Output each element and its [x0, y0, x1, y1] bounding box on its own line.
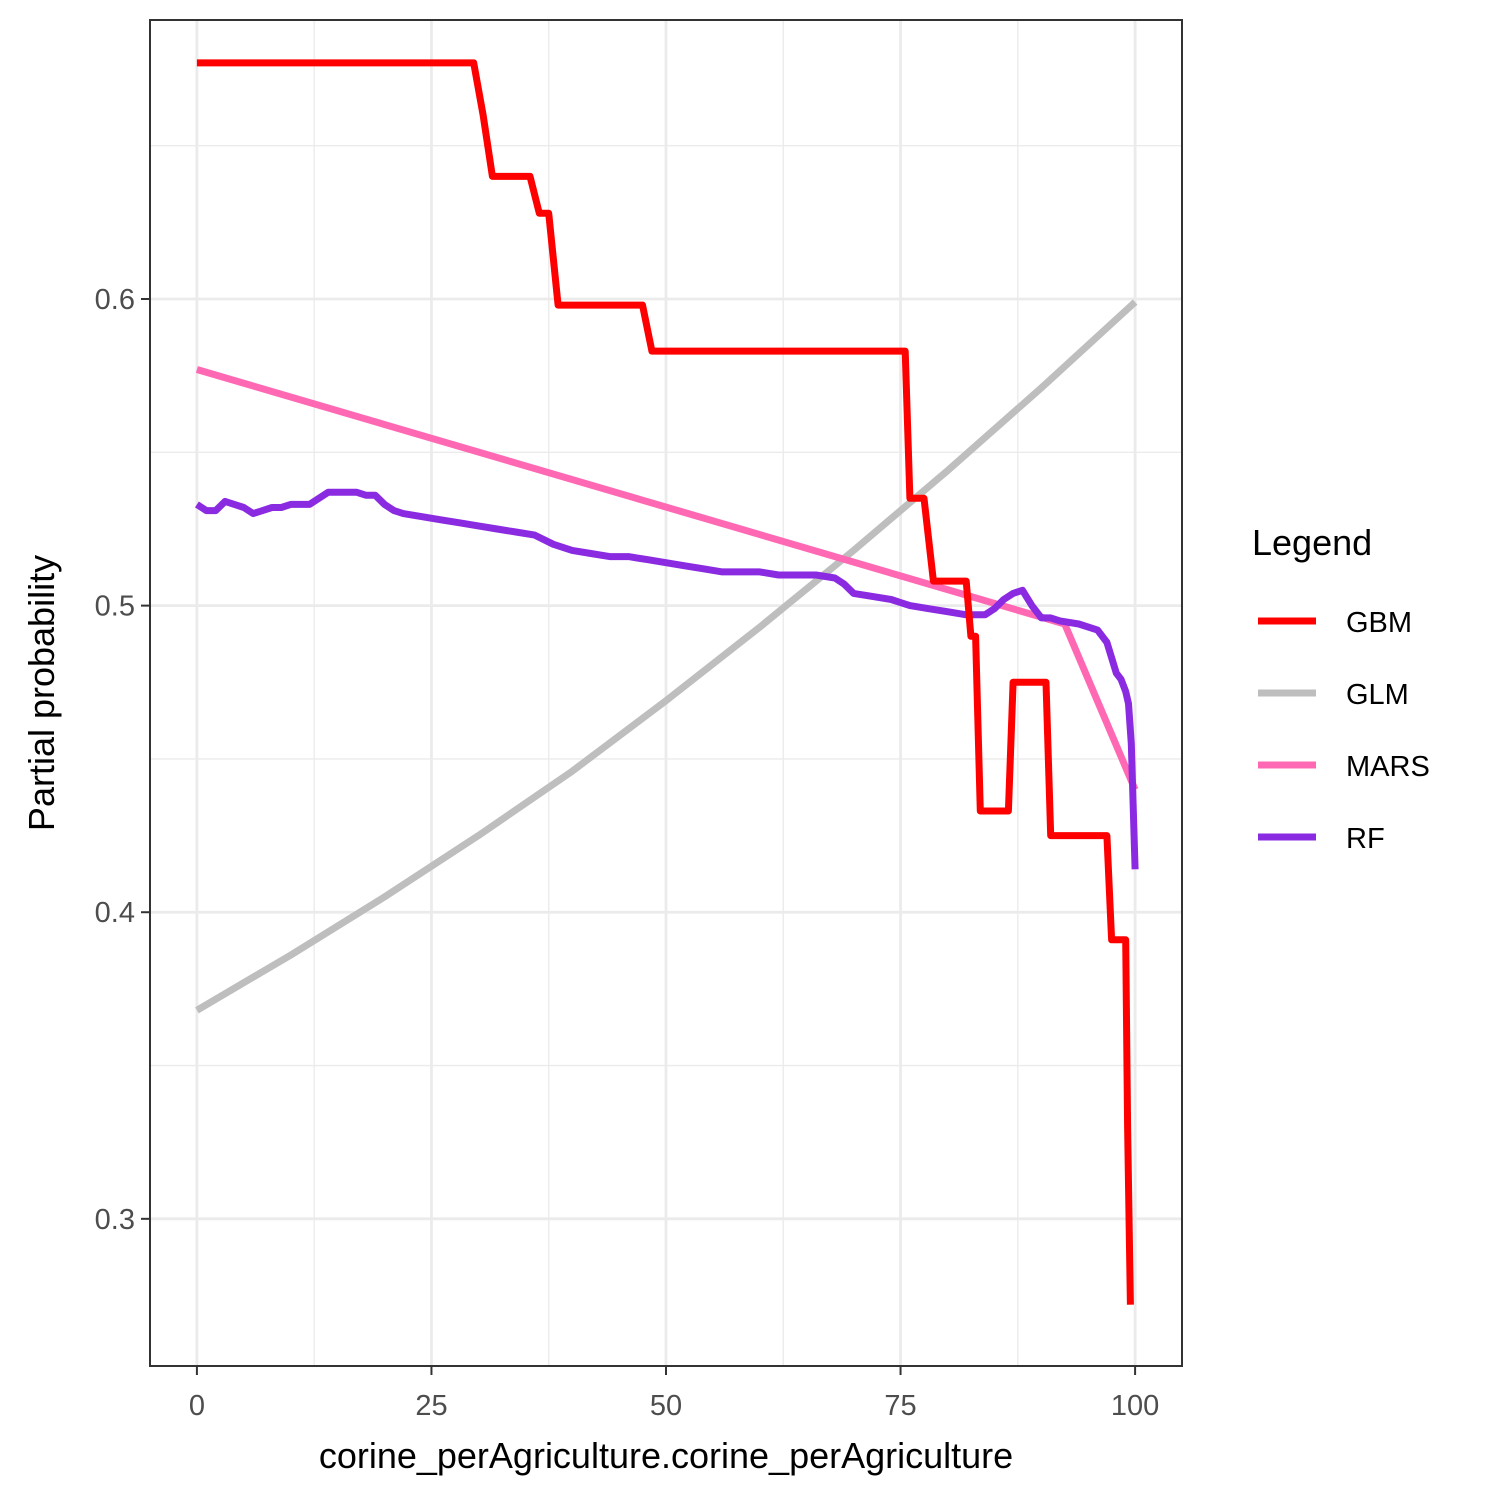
- series-line-glm: [195, 299, 1138, 1014]
- major-gridlines: [150, 20, 1182, 1366]
- x-tick-label: 100: [1111, 1390, 1159, 1422]
- y-axis: 0.3 0.4 0.5 0.6: [95, 284, 150, 1236]
- y-axis-title: Partial probability: [21, 555, 62, 831]
- y-tick-label: 0.3: [95, 1204, 135, 1236]
- legend-label-rf: RF: [1346, 823, 1385, 855]
- series-line-gbm: [196, 59, 1134, 1305]
- legend-label-mars: MARS: [1346, 751, 1430, 783]
- series-lines: [194, 59, 1139, 1305]
- legend-label-glm: GLM: [1346, 679, 1409, 711]
- x-tick-label: 50: [650, 1390, 682, 1422]
- legend: Legend GBM GLM MARS RF: [1252, 522, 1430, 855]
- x-axis-title: corine_perAgriculture.corine_perAgricult…: [319, 1435, 1013, 1476]
- x-tick-label: 0: [189, 1390, 205, 1422]
- legend-title: Legend: [1252, 522, 1372, 563]
- x-tick-label: 75: [884, 1390, 916, 1422]
- x-axis: 0 25 50 75 100: [189, 1366, 1159, 1422]
- y-tick-label: 0.5: [95, 591, 135, 623]
- legend-label-gbm: GBM: [1346, 607, 1412, 639]
- x-tick-label: 25: [415, 1390, 447, 1422]
- y-tick-label: 0.6: [95, 284, 135, 316]
- series-line-rf: [194, 488, 1139, 870]
- y-tick-label: 0.4: [95, 897, 135, 929]
